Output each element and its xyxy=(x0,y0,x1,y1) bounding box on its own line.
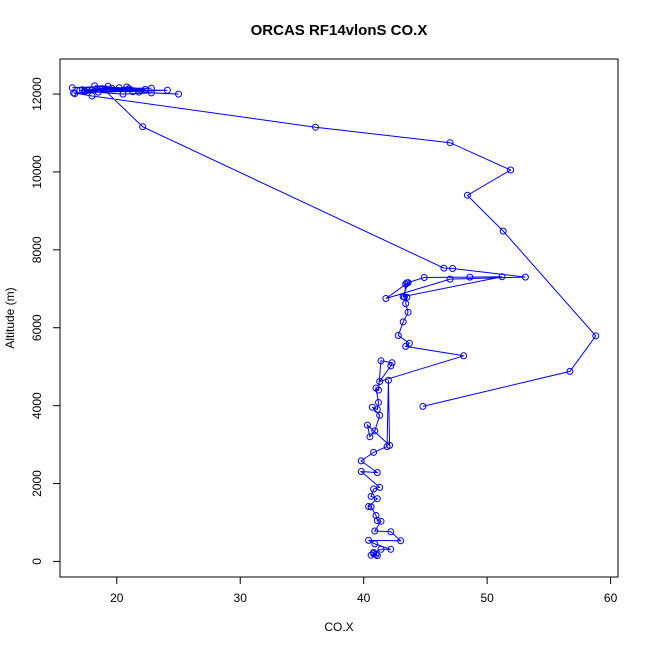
data-point xyxy=(377,357,385,365)
x-axis: 20 30 40 50 60 xyxy=(110,577,618,605)
data-point xyxy=(388,359,396,367)
data-point xyxy=(367,492,375,500)
data-point xyxy=(387,545,395,553)
y-tick-label: 12000 xyxy=(30,77,44,111)
data-point xyxy=(403,279,411,287)
data-point xyxy=(370,485,378,493)
data-point xyxy=(404,308,412,316)
data-point xyxy=(373,517,381,524)
data-point xyxy=(363,421,371,429)
data-point xyxy=(566,367,574,375)
data-point xyxy=(370,448,378,456)
data-point xyxy=(384,376,392,384)
data-point xyxy=(440,264,448,272)
data-point xyxy=(521,273,529,281)
data-point xyxy=(387,362,395,370)
data-point xyxy=(375,399,382,406)
data-point xyxy=(387,528,395,536)
plot-frame xyxy=(59,58,619,578)
data-point xyxy=(394,332,402,339)
data-point xyxy=(499,227,507,235)
data-point xyxy=(100,86,108,94)
data-point xyxy=(397,537,405,545)
data-point xyxy=(373,469,381,477)
data-point xyxy=(139,123,147,131)
data-point xyxy=(507,166,515,174)
data-point xyxy=(123,83,131,91)
y-tick-label: 0 xyxy=(30,558,44,565)
data-point xyxy=(372,384,380,392)
data-point xyxy=(498,273,506,281)
data-point xyxy=(466,273,474,281)
x-tick-label: 50 xyxy=(480,591,494,605)
data-point xyxy=(115,84,123,92)
data-point xyxy=(402,342,410,350)
data-points xyxy=(68,82,600,560)
data-point xyxy=(371,427,379,435)
y-tick-label: 4000 xyxy=(30,392,44,419)
data-point xyxy=(377,517,385,525)
data-point xyxy=(141,85,149,93)
y-tick-label: 8000 xyxy=(30,236,44,263)
data-point xyxy=(88,92,96,100)
data-point xyxy=(119,90,127,98)
data-point xyxy=(76,86,84,94)
series-line xyxy=(72,85,597,557)
data-point xyxy=(108,84,116,92)
data-point xyxy=(382,295,390,302)
data-point xyxy=(175,90,182,98)
data-point xyxy=(419,402,427,410)
data-point xyxy=(357,468,365,475)
data-point xyxy=(402,280,410,288)
x-axis-label: CO.X xyxy=(324,620,353,634)
data-point xyxy=(371,527,379,535)
y-axis-label: Altitude (m) xyxy=(3,287,17,348)
data-point xyxy=(371,540,379,548)
y-tick-label: 6000 xyxy=(30,314,44,341)
data-point xyxy=(420,274,428,281)
x-tick-label: 30 xyxy=(234,591,248,605)
data-point xyxy=(383,443,391,450)
data-point xyxy=(129,88,137,96)
x-tick-label: 20 xyxy=(110,591,124,605)
data-point xyxy=(312,123,319,131)
data-point xyxy=(460,352,468,360)
data-point xyxy=(365,536,373,544)
data-point xyxy=(400,293,408,301)
data-point xyxy=(71,90,79,98)
data-point xyxy=(94,88,102,96)
data-point xyxy=(365,503,373,510)
data-point xyxy=(446,139,454,147)
data-point xyxy=(449,265,457,272)
x-tick-label: 60 xyxy=(604,591,618,605)
data-point xyxy=(91,82,99,90)
x-tick-label: 40 xyxy=(357,591,371,605)
data-point xyxy=(357,457,365,465)
data-point xyxy=(377,545,385,553)
data-point xyxy=(368,403,376,411)
data-point xyxy=(376,378,384,385)
data-point xyxy=(376,411,384,419)
y-tick-label: 2000 xyxy=(30,470,44,497)
data-point xyxy=(446,275,454,283)
data-point xyxy=(373,495,381,503)
data-point xyxy=(367,503,375,511)
data-point xyxy=(463,191,471,199)
data-point xyxy=(592,332,600,340)
data-point xyxy=(402,300,410,308)
y-tick-label: 10000 xyxy=(30,155,44,189)
data-point xyxy=(83,87,91,94)
data-point xyxy=(399,318,407,326)
data-point xyxy=(372,512,380,519)
data-point xyxy=(370,550,378,558)
data-point xyxy=(147,89,155,97)
y-axis: 0 2000 4000 6000 8000 10000 12000 xyxy=(30,77,60,565)
data-point xyxy=(366,433,374,441)
data-point xyxy=(104,82,112,90)
data-point xyxy=(68,84,76,92)
chart-title: ORCAS RF14vlonS CO.X xyxy=(251,22,428,39)
data-point xyxy=(70,89,78,97)
data-point xyxy=(163,86,171,94)
